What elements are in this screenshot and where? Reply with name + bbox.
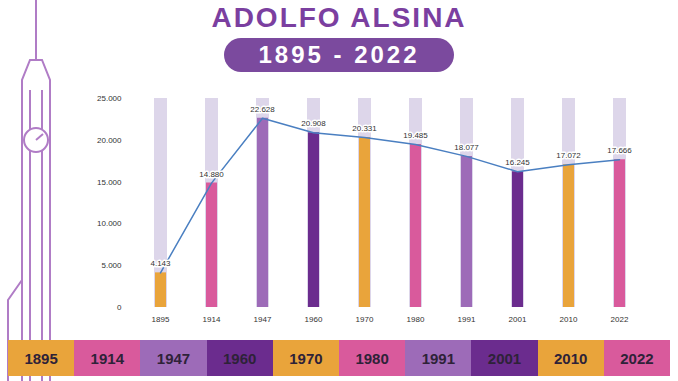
svg-text:4.143: 4.143 (150, 259, 171, 268)
svg-text:1895: 1895 (152, 315, 170, 324)
svg-text:1960: 1960 (305, 315, 323, 324)
svg-text:14.880: 14.880 (199, 170, 224, 179)
svg-text:1980: 1980 (407, 315, 425, 324)
svg-text:0: 0 (117, 303, 122, 312)
html-text:1914: 1914 (90, 349, 124, 367)
svg-text:1947: 1947 (254, 315, 272, 324)
html-text:1960: 1960 (223, 349, 257, 367)
svg-text:2010: 2010 (560, 315, 578, 324)
svg-text:20.000: 20.000 (97, 136, 122, 145)
svg-text:1991: 1991 (458, 315, 476, 324)
svg-text:16.245: 16.245 (505, 158, 530, 167)
html-text:2010: 2010 (554, 349, 588, 367)
svg-text:2022: 2022 (611, 315, 629, 324)
html-text:1970: 1970 (289, 349, 323, 367)
svg-text:2001: 2001 (509, 315, 527, 324)
svg-text:1914: 1914 (203, 315, 221, 324)
svg-text:10.000: 10.000 (97, 219, 122, 228)
html-text:1895: 1895 (24, 349, 58, 367)
html-text:1947: 1947 (156, 349, 191, 367)
html-text:2022: 2022 (620, 349, 654, 367)
html-text:1980: 1980 (355, 349, 389, 367)
svg-text:20.331: 20.331 (352, 124, 377, 133)
html-text:1895 - 2022: 1895 - 2022 (258, 41, 420, 68)
svg-text:1970: 1970 (356, 315, 374, 324)
html-text:2001: 2001 (487, 349, 522, 367)
svg-text:22.628: 22.628 (250, 105, 275, 114)
svg-text:5.000: 5.000 (101, 261, 122, 270)
svg-text:18.077: 18.077 (454, 143, 479, 152)
svg-text:17.072: 17.072 (556, 151, 581, 160)
html-text:1991: 1991 (421, 349, 455, 367)
svg-text:25.000: 25.000 (97, 94, 122, 103)
svg-text:20.908: 20.908 (301, 119, 326, 128)
svg-text:15.000: 15.000 (97, 178, 122, 187)
html-text:ADOLFO ALSINA: ADOLFO ALSINA (211, 2, 467, 33)
svg-text:19.485: 19.485 (403, 131, 428, 140)
svg-text:17.666: 17.666 (607, 146, 632, 155)
